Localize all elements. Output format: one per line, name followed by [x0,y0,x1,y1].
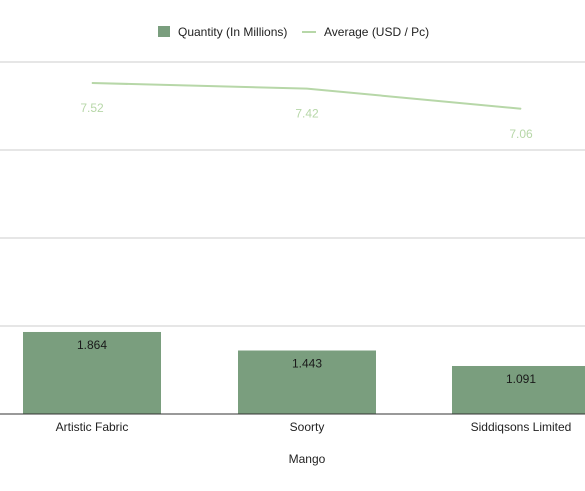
line-point [91,82,93,84]
legend-swatch-quantity [158,26,170,37]
bar-value-label: 1.443 [292,357,322,371]
legend-label-average: Average (USD / Pc) [324,25,429,39]
line-value-label: 7.52 [80,101,104,115]
legend: Quantity (In Millions) Average (USD / Pc… [158,25,429,39]
line-series: 7.52 7.42 7.06 [80,82,533,141]
line-point [306,88,308,90]
bar [23,331,161,414]
x-tick-label: Siddiqsons Limited [471,420,572,434]
category-labels: Artistic Fabric Soorty Siddiqsons Limited [56,420,572,434]
line-point [520,108,522,110]
x-tick-label: Soorty [290,420,325,434]
x-tick-label: Artistic Fabric [56,420,129,434]
bar [238,350,376,414]
line-value-label: 7.42 [295,107,319,121]
bar-value-label: 1.091 [506,372,536,386]
line-value-label: 7.06 [509,127,533,141]
bar-series: 1.864 1.443 1.091 [23,331,585,414]
bar [452,365,585,414]
bar-value-label: 1.864 [77,338,107,352]
gridlines [0,61,585,327]
x-axis-title: Mango [289,452,326,466]
legend-label-quantity: Quantity (In Millions) [178,25,287,39]
average-line [91,82,522,110]
